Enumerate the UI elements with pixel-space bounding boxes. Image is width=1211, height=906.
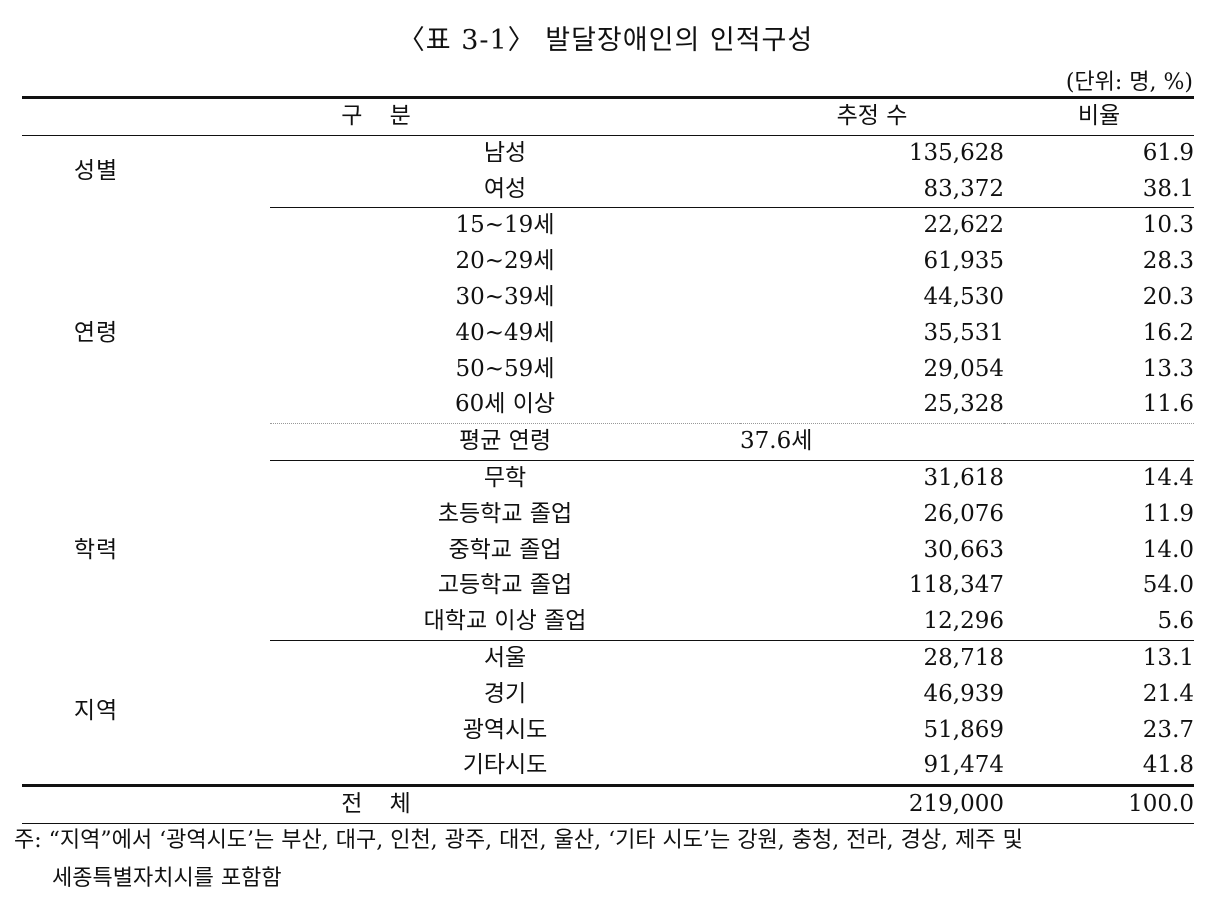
row-count: 31,618	[923, 464, 1005, 491]
row-count: 91,474	[923, 752, 1005, 779]
row-ratio: 28.3	[1142, 248, 1195, 275]
table-row: 성별 남성 135,628 61.9	[22, 135, 1195, 184]
table-row: 중학교 졸업 30,663 14.0	[22, 533, 1194, 569]
row-ratio: 5.6	[1004, 604, 1195, 641]
row-count: 83,372	[740, 171, 1005, 209]
row-ratio: 13.1	[1142, 644, 1195, 671]
row-ratio: 10.3	[1142, 212, 1195, 239]
unit-label: (단위: 명, %)	[1065, 70, 1193, 95]
row-ratio: 14.0	[1142, 536, 1195, 563]
row-count: 135,628	[908, 139, 1005, 166]
table-row: 학력 무학 31,618 14.4	[22, 460, 1195, 563]
row-ratio: 23.7	[1142, 716, 1195, 743]
row-count: 26,076	[923, 500, 1005, 527]
row-label: 초등학교 졸업	[437, 500, 573, 527]
table-row: 고등학교 졸업 118,347 54.0	[22, 568, 1194, 604]
footnote: 주: “지역”에서 ‘광역시도’는 부산, 대구, 인천, 광주, 대전, 울산…	[14, 822, 1194, 898]
row-count: 46,939	[923, 680, 1005, 707]
row-label: 여성	[270, 171, 741, 209]
table-row: 60세 이상 25,328 11.6	[22, 387, 1194, 423]
row-label: 50~59세	[455, 355, 555, 382]
total-label: 전 체	[22, 784, 741, 824]
row-count: 44,530	[923, 283, 1005, 310]
table-row: 경기 46,939 21.4	[22, 677, 1194, 713]
table-row: 여성 83,372 38.1	[22, 171, 1195, 209]
row-count: 22,622	[923, 212, 1005, 239]
row-ratio: 41.8	[1142, 752, 1195, 779]
row-ratio: 38.1	[1004, 171, 1195, 209]
table-row: 40~49세 35,531 16.2	[22, 316, 1195, 352]
row-label: 60세 이상	[454, 391, 556, 418]
table-row: 대학교 이상 졸업 12,296 5.6	[22, 604, 1195, 641]
row-label: 40~49세	[455, 319, 555, 346]
table-row: 광역시도 51,869 23.7	[22, 713, 1194, 749]
table-row: 지역 서울 28,718 13.1	[22, 640, 1195, 724]
row-count: 51,869	[923, 716, 1005, 743]
header-ratio: 비율	[1004, 96, 1195, 136]
row-label: 서울	[483, 644, 527, 671]
row-count: 35,531	[923, 319, 1005, 346]
row-ratio: 20.3	[1142, 283, 1195, 310]
row-count: 118,347	[908, 572, 1005, 599]
row-label: 20~29세	[455, 248, 555, 275]
table-row: 30~39세 44,530 20.3	[22, 280, 1195, 316]
row-label: 경기	[483, 680, 527, 707]
row-ratio: 16.2	[1142, 319, 1195, 346]
table-title: 〈표 3-1〉 발달장애인의 인적구성	[397, 25, 814, 56]
row-count: 61,935	[923, 248, 1005, 275]
table-row: 20~29세 61,935 28.3	[22, 244, 1195, 280]
row-label: 30~39세	[455, 283, 555, 310]
row-count: 28,718	[923, 644, 1005, 671]
row-label: 남성	[483, 139, 527, 166]
group-label-education: 학력	[73, 536, 119, 563]
row-label: 기타시도	[462, 752, 548, 779]
total-ratio: 100.0	[1004, 784, 1195, 824]
group-label-age: 연령	[73, 320, 119, 347]
row-count: 29,054	[923, 355, 1005, 382]
row-label: 광역시도	[462, 716, 548, 743]
row-ratio: 14.4	[1142, 464, 1195, 491]
average-age-label: 평균 연령	[270, 423, 741, 461]
header-row: 구 분 추정 수 비율	[22, 96, 1195, 136]
group-label-region: 지역	[73, 698, 119, 725]
table-row: 초등학교 졸업 26,076 11.9	[22, 497, 1194, 533]
row-ratio: 13.3	[1142, 355, 1195, 382]
table-row: 연령 15~19세 22,622 10.3	[22, 208, 1195, 346]
header-count: 추정 수	[740, 96, 1005, 136]
row-count: 30,663	[923, 536, 1005, 563]
row-label: 대학교 이상 졸업	[270, 604, 741, 641]
group-label-gender: 성별	[73, 157, 119, 184]
row-label: 고등학교 졸업	[437, 572, 573, 599]
average-age-value: 37.6세	[740, 423, 1195, 461]
row-label: 무학	[483, 464, 527, 491]
row-ratio: 21.4	[1142, 680, 1195, 707]
table-row: 50~59세 29,054 13.3	[22, 352, 1195, 388]
average-age-row: 평균 연령 37.6세	[22, 423, 1195, 461]
row-count: 25,328	[923, 391, 1005, 418]
demographics-table: 구 분 추정 수 비율 성별 남성 135,628 61.9 여성 83,372…	[22, 96, 1195, 824]
header-category: 구 분	[22, 96, 741, 136]
row-ratio: 61.9	[1142, 139, 1195, 166]
row-label: 중학교 졸업	[448, 536, 562, 563]
row-ratio: 11.9	[1142, 500, 1195, 527]
footnote-line-1: 주: “지역”에서 ‘광역시도’는 부산, 대구, 인천, 광주, 대전, 울산…	[14, 828, 1023, 853]
row-label: 15~19세	[455, 212, 555, 239]
table-row: 기타시도 91,474 41.8	[22, 748, 1194, 785]
total-row: 전 체 219,000 100.0	[22, 784, 1195, 824]
row-ratio: 54.0	[1142, 572, 1195, 599]
total-count: 219,000	[740, 784, 1005, 824]
row-ratio: 11.6	[1142, 391, 1195, 418]
footnote-line-2: 세종특별자치시를 포함함	[52, 866, 282, 891]
row-count: 12,296	[740, 604, 1005, 641]
